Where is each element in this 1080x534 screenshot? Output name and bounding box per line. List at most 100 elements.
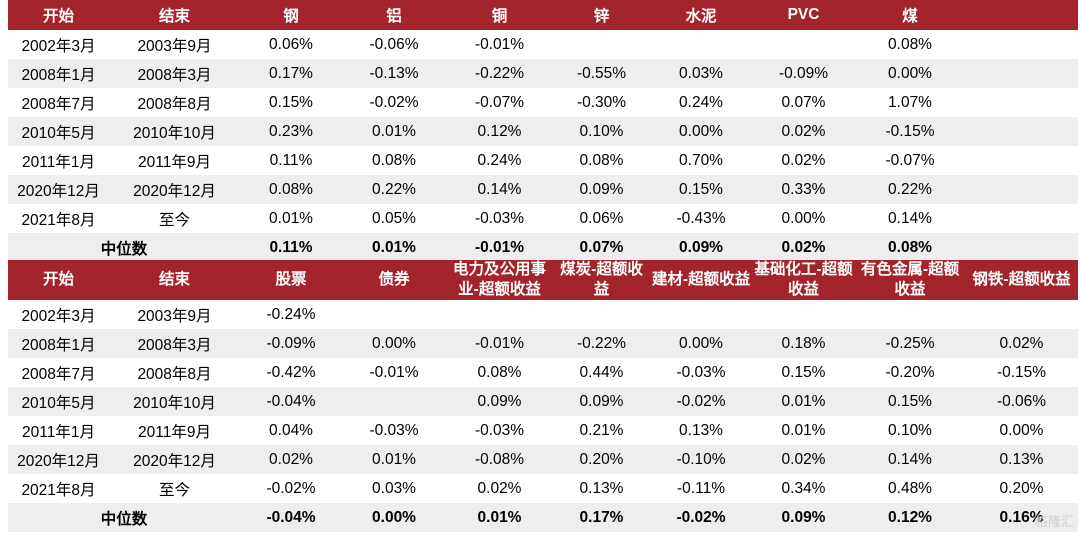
table-cell <box>965 204 1078 233</box>
column-header: 债券 <box>378 271 410 288</box>
table-cell: 0.11% <box>269 151 313 169</box>
table-cell: -0.04% <box>240 387 342 416</box>
column-header: 开始 <box>42 8 74 25</box>
table-cell <box>855 300 965 329</box>
median-value: 0.01% <box>446 503 553 532</box>
table-cell: 0.15% <box>269 93 313 111</box>
table-cell: -0.20% <box>885 363 935 381</box>
table-cell: 2020年12月 <box>109 445 240 474</box>
table-cell: 0.24% <box>477 151 522 169</box>
table-cell: 0.00% <box>781 209 826 227</box>
table-cell: -0.13% <box>342 59 446 88</box>
table-cell <box>965 175 1078 204</box>
table-cell: 0.13% <box>965 445 1078 474</box>
median-value: 0.17% <box>553 503 650 532</box>
table-cell: -0.02% <box>650 387 752 416</box>
table-cell: 0.01% <box>342 445 446 474</box>
table-cell: 0.05% <box>372 209 416 227</box>
median-value: 0.08% <box>855 233 965 262</box>
table-cell: -0.06% <box>965 387 1078 416</box>
table-cell: -0.01% <box>446 329 553 358</box>
table-cell: 2008年7月 <box>21 365 96 383</box>
column-header: PVC <box>787 6 820 23</box>
table-cell: 0.10% <box>888 421 932 439</box>
column-header: 结束 <box>158 271 190 288</box>
table-cell <box>752 30 855 59</box>
table-cell: -0.09% <box>240 329 342 358</box>
table-cell: 2011年9月 <box>138 423 211 441</box>
median-value: 0.02% <box>752 233 855 262</box>
table-cell <box>342 300 446 329</box>
table-cell: 0.01% <box>269 209 313 227</box>
header-row: 开始 结束 股票 债券 电力及公用事业-超额收益 煤炭-超额收益 建材-超额收益 基础化工-超… <box>8 260 1078 300</box>
commodity-returns-table: 开始 结束 钢 铝 铜 锌 水泥 PVC 煤 2002年3月 2003年9月 0.06% -0.06% -… <box>8 0 1078 262</box>
table-cell: -0.01% <box>369 363 419 381</box>
table-cell: 0.09% <box>446 387 553 416</box>
column-header: 结束 <box>158 8 190 25</box>
table-cell: -0.25% <box>855 329 965 358</box>
median-value: 0.07% <box>553 233 650 262</box>
table-cell: 0.33% <box>752 175 855 204</box>
table-cell: 0.14% <box>888 209 932 227</box>
table-cell: -0.42% <box>266 363 316 381</box>
table-cell: 0.02% <box>477 479 522 497</box>
table-cell: 0.23% <box>240 117 342 146</box>
table-cell: 2008年8月 <box>137 365 212 383</box>
table-cell: 0.04% <box>269 421 313 439</box>
table-row: 2011年1月 2011年9月 0.11% 0.08% 0.24% 0.08% 0.70% 0… <box>8 146 1078 175</box>
table-cell <box>752 300 855 329</box>
table-cell: 2008年1月 <box>8 329 109 358</box>
table-cell: 2008年7月 <box>21 95 96 113</box>
table-cell: -0.03% <box>474 421 525 439</box>
table-cell: -0.43% <box>676 209 726 227</box>
table-cell <box>965 30 1078 59</box>
table-row: 2010年5月 2010年10月 0.23% 0.01% 0.12% 0.10% 0.00%… <box>8 117 1078 146</box>
median-value: 0.12% <box>855 503 965 532</box>
table-cell: 0.24% <box>679 93 723 111</box>
column-header: 煤炭-超额收益 <box>560 261 643 298</box>
column-header: 锌 <box>593 8 610 25</box>
table-cell: 0.15% <box>855 387 965 416</box>
table-cell: 0.34% <box>781 479 826 497</box>
table-cell: 0.21% <box>579 421 624 439</box>
table-cell: 0.48% <box>888 479 932 497</box>
table-cell: 2008年8月 <box>137 95 212 113</box>
table-cell: 0.08% <box>477 363 522 381</box>
table-cell: 0.02% <box>240 445 342 474</box>
table-cell: 0.02% <box>752 117 855 146</box>
table-cell: 至今 <box>158 481 190 499</box>
table-row: 2008年7月 2008年8月 0.15% -0.02% -0.07% -0.30% 0.2… <box>8 88 1078 117</box>
column-header: 钢 <box>283 8 299 25</box>
median-value: 0.01% <box>342 233 446 262</box>
table-cell: -0.22% <box>553 329 650 358</box>
table-row: 2008年1月 2008年3月 -0.09% 0.00% -0.01% -0.22% 0.0… <box>8 329 1078 358</box>
table-row: 2008年7月 2008年8月 -0.42% -0.01% 0.08% 0.44% -0.0… <box>8 358 1078 387</box>
table-cell: -0.03% <box>474 209 525 227</box>
median-value: 0.00% <box>342 503 446 532</box>
table-cell: -0.24% <box>266 305 316 323</box>
median-label: 中位数 <box>8 233 240 262</box>
table-cell: 2011年9月 <box>138 153 211 171</box>
table-cell: -0.03% <box>369 421 419 439</box>
table-cell: 0.03% <box>372 479 416 497</box>
table-cell: 0.12% <box>446 117 553 146</box>
table-cell: 0.00% <box>342 329 446 358</box>
column-header: 钢铁-超额收益 <box>972 271 1071 288</box>
table-row: 2020年12月 2020年12月 0.08% 0.22% 0.14% 0.09% 0.15… <box>8 175 1078 204</box>
median-row: 中位数 -0.04% 0.00% 0.01% 0.17% -0.02% 0.09% 0.12%… <box>8 503 1078 532</box>
median-value <box>965 233 1078 262</box>
table-cell: 2021年8月 <box>21 481 96 499</box>
table-cell: -0.07% <box>474 93 525 111</box>
table-cell: 0.13% <box>579 479 624 497</box>
table-cell: 0.22% <box>855 175 965 204</box>
table-cell: 0.00% <box>650 117 752 146</box>
table-cell <box>965 146 1078 175</box>
table-cell: 至今 <box>158 211 190 229</box>
column-header: 基础化工-超额收益 <box>754 261 853 298</box>
table-cell: -0.09% <box>752 59 855 88</box>
table-cell: 0.44% <box>579 363 624 381</box>
table-cell: 0.70% <box>679 151 723 169</box>
table-cell <box>553 300 650 329</box>
table-cell: 0.02% <box>781 151 826 169</box>
table-cell: 0.20% <box>553 445 650 474</box>
